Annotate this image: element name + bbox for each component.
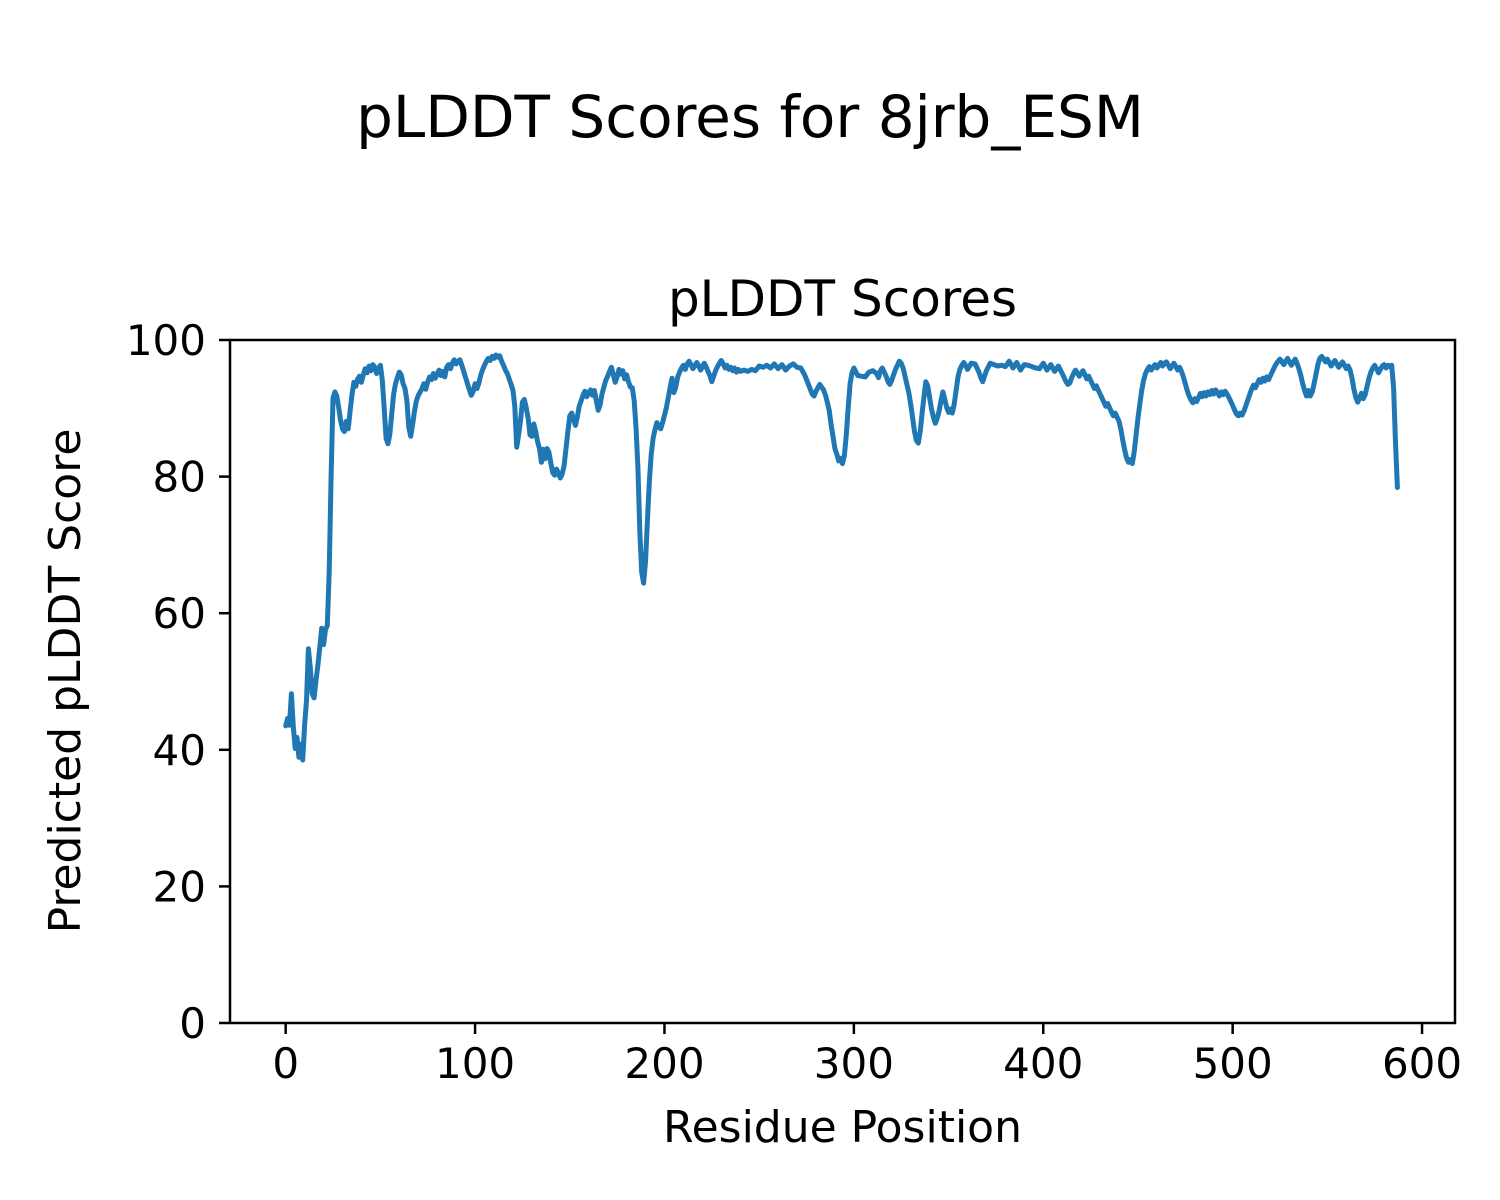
figure-title: pLDDT Scores for 8jrb_ESM — [356, 83, 1144, 151]
y-tick-label: 20 — [153, 862, 206, 911]
y-tick-label: 40 — [153, 726, 206, 775]
x-tick-label: 300 — [814, 1039, 894, 1088]
y-tick-label: 60 — [153, 589, 206, 638]
y-tick-label: 80 — [153, 453, 206, 502]
y-tick-label: 0 — [179, 999, 206, 1048]
x-tick-label: 200 — [624, 1039, 704, 1088]
x-tick-label: 600 — [1382, 1039, 1462, 1088]
axes-title: pLDDT Scores — [667, 270, 1018, 328]
y-tick-label: 100 — [126, 316, 206, 365]
plddt-line — [283, 352, 1400, 763]
axes-frame — [228, 338, 1457, 1025]
x-tick-label: 400 — [1003, 1039, 1083, 1088]
x-tick-label: 500 — [1193, 1039, 1273, 1088]
x-axis-label: Residue Position — [662, 1102, 1022, 1153]
x-tick-label: 0 — [272, 1039, 299, 1088]
y-axis-label: Predicted pLDDT Score — [40, 428, 91, 934]
x-tick-label: 100 — [435, 1039, 515, 1088]
